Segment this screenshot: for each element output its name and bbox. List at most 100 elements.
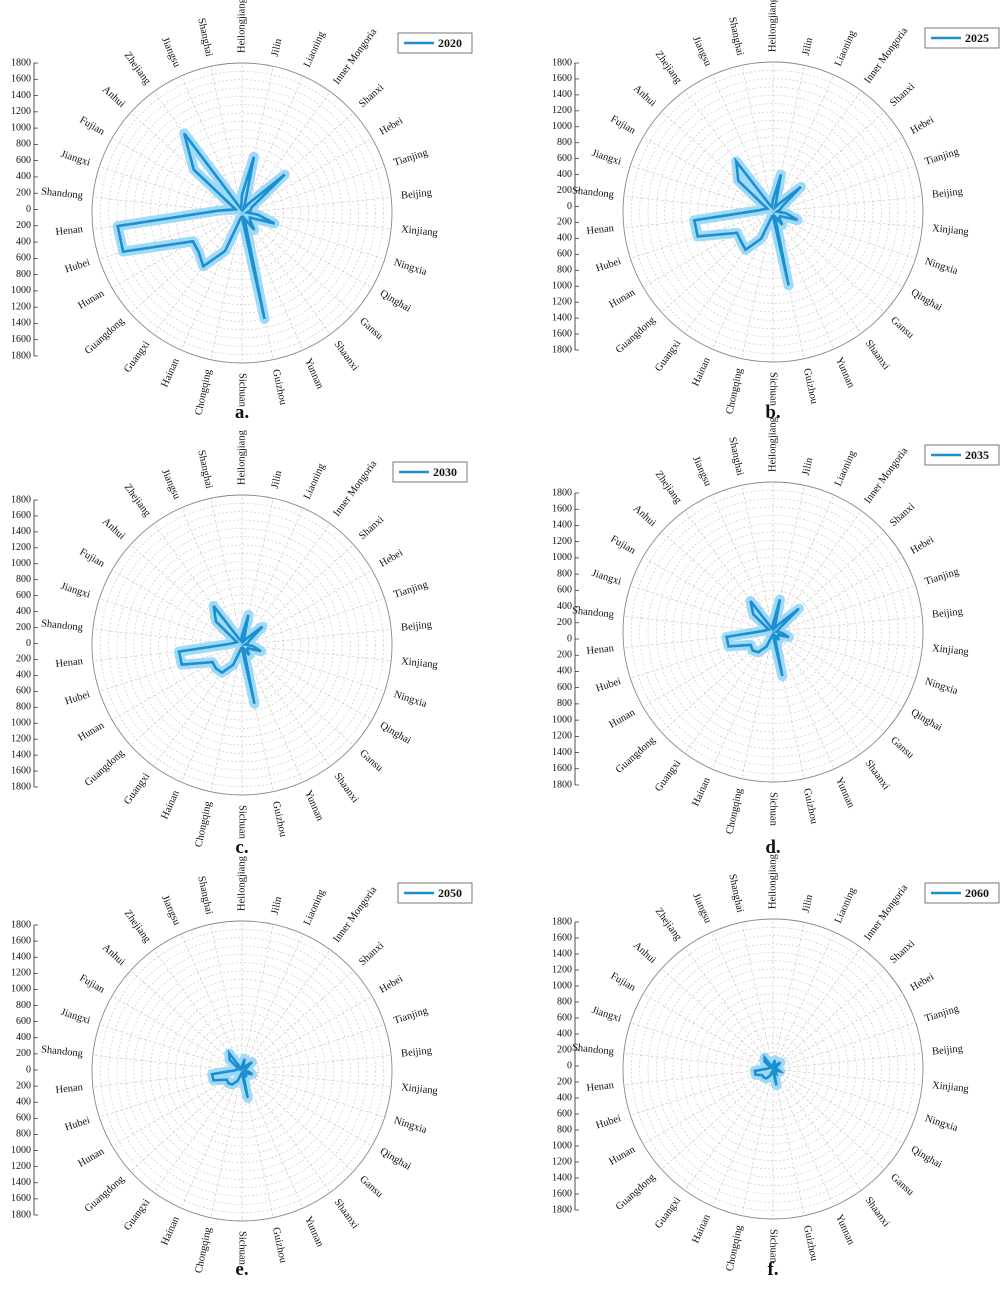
value-axis-tick-label: 200 (557, 650, 572, 661)
grid-circle (91, 920, 393, 1222)
value-axis-tick-label: 400 (557, 233, 572, 244)
grid-spoke (241, 1055, 392, 1072)
value-axis-tick-label: 1200 (11, 301, 31, 312)
category-label: Zhejiang (653, 49, 684, 86)
panel-label: a. (235, 402, 249, 423)
grid-spoke (241, 995, 373, 1072)
category-label: Hainan (159, 1214, 182, 1247)
category-label: Guizhou (270, 800, 288, 838)
legend-label: 2050 (438, 886, 462, 900)
radar-panel-1: Heilongjiang Jilin Liaoning Inner MongoriaS… (11, 0, 473, 423)
category-label: Shaanxi (863, 338, 892, 372)
grid-spoke (772, 1068, 885, 1170)
value-axis-tick-label: 1400 (552, 948, 572, 959)
grid-circle (664, 960, 882, 1178)
value-axis-tick-label: 1800 (11, 919, 31, 930)
value-axis-tick-label: 1600 (11, 510, 31, 521)
value-axis-tick-label: 800 (557, 265, 572, 276)
category-label: Jiangsu (159, 468, 182, 502)
category-label: Shanghai (726, 16, 745, 57)
grid-spoke (210, 66, 243, 214)
grid-spoke (772, 631, 916, 679)
grid-spoke (241, 91, 331, 214)
category-label: Heilongjiang (767, 853, 778, 909)
value-axis-tick-label: 0 (26, 638, 31, 649)
value-axis-tick-label: 600 (16, 1016, 31, 1027)
grid-spoke (772, 1022, 916, 1070)
value-axis-tick-label: 1000 (552, 714, 572, 725)
value-axis-tick-label: 0 (567, 201, 572, 212)
grid-circle (183, 586, 301, 704)
grid-circle (100, 929, 384, 1213)
category-label: Fujian (77, 547, 106, 570)
category-label: Yunnan (833, 776, 856, 810)
grid-circle (722, 581, 824, 683)
category-label: Gansu (357, 1174, 385, 1201)
category-label: Shandong (41, 1044, 85, 1059)
radar-panel-4: Heilongjiang Jilin Liaoning Inner MongoriaS… (552, 416, 1000, 858)
category-label: Ningxia (392, 689, 428, 710)
value-axis: 1800 1600 1400 1200 1000 800 600 400 200 0 200 400 6… (552, 487, 579, 790)
category-label: Shaanxi (332, 771, 361, 805)
category-label: Jilin (801, 456, 816, 477)
category-label: Jilin (270, 37, 285, 58)
category-label: Liaoning (302, 29, 328, 69)
category-label: Shanxi (888, 501, 917, 529)
value-axis-tick-label: 1800 (11, 781, 31, 792)
value-axis-tick-label: 0 (26, 1064, 31, 1075)
category-label: Hainan (159, 788, 182, 821)
grid-spoke (623, 1068, 774, 1085)
grid-spoke (241, 970, 354, 1072)
value-axis-tick-label: 1600 (552, 73, 572, 84)
category-label: Sichuan (237, 1231, 248, 1266)
grid-spoke (180, 933, 243, 1072)
grid-spoke (772, 616, 923, 633)
category-label: Hebei (378, 974, 405, 996)
value-axis-tick-label: 1000 (552, 1140, 572, 1151)
value-axis-tick-label: 1800 (552, 487, 572, 498)
category-label: Beijing (932, 606, 965, 620)
grid-spoke (99, 598, 243, 646)
value-axis-tick-label: 600 (16, 155, 31, 166)
category-label: Jiangsu (690, 892, 713, 926)
category-label: Qinghai (909, 1144, 944, 1170)
category-label: Heilongjiang (236, 0, 247, 53)
category-label: Jilin (270, 469, 285, 490)
value-axis-tick-label: 1000 (552, 281, 572, 292)
grid-circle (681, 540, 865, 724)
value-axis-tick-label: 0 (26, 204, 31, 215)
grid-circle (191, 1020, 293, 1122)
grid-spoke (772, 1053, 923, 1070)
grid-spoke (241, 197, 392, 214)
grid-spoke (241, 933, 304, 1072)
grid-circle (108, 511, 376, 779)
category-label: Guizhou (801, 787, 819, 825)
category-label: Jiangsu (690, 35, 713, 69)
grid-spoke (210, 1070, 243, 1218)
value-axis-tick-label: 1200 (11, 733, 31, 744)
grid-spoke (772, 1068, 805, 1216)
category-label: Zhejiang (653, 469, 684, 506)
category-label: Henan (55, 1082, 84, 1096)
value-axis-tick-label: 1800 (11, 350, 31, 361)
value-axis-tick-label: 200 (16, 622, 31, 633)
category-label: Chongqing (725, 787, 746, 836)
value-axis-tick-label: 1000 (11, 285, 31, 296)
value-axis-tick-label: 1400 (11, 1177, 31, 1188)
value-axis: 1800 1600 1400 1200 1000 800 600 400 200 0 200 400 6… (552, 57, 579, 355)
category-label: Jiangsu (690, 455, 713, 489)
grid-spoke (623, 1053, 774, 1070)
category-label: Hubei (595, 1113, 623, 1131)
grid-circle (108, 937, 376, 1205)
category-label: Hainan (690, 355, 713, 388)
value-axis-tick-label: 600 (16, 686, 31, 697)
grid-circle (91, 494, 393, 796)
category-label: Shaanxi (863, 1195, 892, 1229)
grid-spoke (684, 90, 774, 213)
value-axis-tick-label: 400 (16, 1032, 31, 1043)
category-label: Inner Mongoria (332, 884, 380, 944)
category-label: Fujian (77, 115, 106, 138)
value-axis-tick-label: 0 (567, 1060, 572, 1071)
category-label: Inner Mongoria (332, 458, 380, 518)
grid-circle (664, 103, 882, 321)
